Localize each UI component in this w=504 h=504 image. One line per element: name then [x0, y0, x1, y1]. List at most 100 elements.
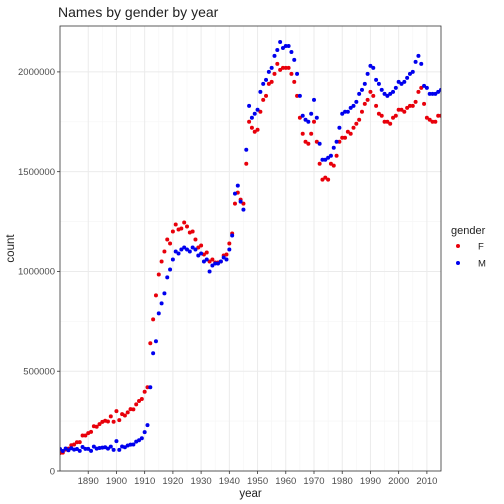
point-m — [323, 157, 328, 162]
point-f — [320, 177, 325, 182]
point-f — [314, 139, 319, 144]
point-f — [193, 237, 198, 242]
point-f — [153, 293, 158, 298]
point-m — [224, 257, 229, 262]
point-m — [241, 207, 246, 212]
point-f — [264, 93, 269, 98]
point-f — [399, 107, 404, 112]
point-f — [393, 113, 398, 118]
point-m — [193, 247, 198, 252]
point-f — [125, 410, 130, 415]
point-f — [365, 97, 370, 102]
axis-ticks: 1890 1900 1910 1920 1930 1940 1950 1960 1970 1980… — [18, 67, 437, 487]
point-m — [388, 91, 393, 96]
point-m — [396, 79, 401, 84]
point-m — [407, 71, 412, 76]
point-f — [382, 119, 387, 124]
point-f — [388, 121, 393, 126]
point-m — [142, 430, 147, 435]
point-f — [309, 131, 314, 136]
point-f — [436, 113, 441, 118]
point-m — [148, 385, 153, 390]
point-f — [323, 175, 328, 180]
point-f — [371, 93, 376, 98]
point-f — [159, 259, 164, 264]
point-m — [151, 351, 156, 356]
point-m — [337, 125, 342, 130]
point-m — [137, 438, 142, 443]
x-tick-label: 1990 — [360, 476, 381, 487]
point-f — [145, 385, 150, 390]
point-m — [114, 439, 119, 444]
point-m — [108, 444, 113, 449]
point-f — [422, 101, 427, 106]
point-m — [207, 269, 212, 274]
point-m — [340, 111, 345, 116]
point-f — [343, 135, 348, 140]
point-f — [405, 105, 410, 110]
point-m — [275, 47, 280, 52]
point-f — [275, 61, 280, 66]
point-m — [176, 251, 181, 256]
point-f — [165, 237, 170, 242]
y-tick-label: 500000 — [23, 367, 55, 378]
point-m — [91, 444, 96, 449]
point-m — [227, 247, 232, 252]
point-m — [66, 448, 71, 453]
point-m — [359, 87, 364, 92]
point-f — [306, 141, 311, 146]
point-m — [283, 43, 288, 48]
point-m — [303, 117, 308, 122]
point-f — [328, 161, 333, 166]
point-f — [337, 139, 342, 144]
point-m — [309, 111, 314, 116]
point-f — [407, 103, 412, 108]
point-f — [345, 129, 350, 134]
legend-key-f — [456, 244, 460, 248]
point-f — [391, 115, 396, 120]
y-axis-title: count — [5, 234, 17, 263]
point-m — [117, 447, 122, 452]
point-f — [272, 71, 277, 76]
point-m — [216, 261, 221, 266]
point-m — [314, 115, 319, 120]
point-f — [190, 229, 195, 234]
x-tick-label: 1890 — [78, 476, 99, 487]
point-f — [249, 125, 254, 130]
point-f — [232, 201, 237, 206]
point-m — [402, 79, 407, 84]
point-f — [185, 224, 189, 229]
y-tick-label: 1500000 — [18, 167, 55, 178]
point-f — [266, 81, 271, 86]
point-m — [156, 311, 161, 316]
data-points — [60, 39, 441, 456]
legend-title: gender — [451, 225, 486, 237]
point-m — [351, 103, 356, 108]
x-tick-label: 1920 — [162, 476, 183, 487]
point-f — [224, 252, 229, 257]
point-f — [111, 419, 116, 424]
point-m — [292, 57, 297, 62]
point-f — [410, 103, 415, 108]
point-f — [424, 115, 429, 120]
point-m — [286, 43, 291, 48]
point-f — [80, 433, 85, 438]
point-f — [148, 341, 153, 346]
point-m — [89, 448, 94, 453]
point-m — [77, 448, 82, 453]
point-m — [196, 253, 201, 258]
y-tick-label: 0 — [50, 466, 55, 477]
point-f — [139, 396, 144, 401]
point-m — [280, 45, 285, 50]
point-m — [168, 267, 173, 272]
point-f — [199, 243, 204, 248]
point-m — [201, 259, 206, 264]
point-m — [368, 63, 373, 68]
point-f — [117, 418, 122, 423]
point-m — [320, 157, 325, 162]
y-tick-label: 2000000 — [18, 67, 55, 78]
point-m — [269, 65, 274, 70]
point-m — [300, 113, 305, 118]
point-m — [385, 93, 390, 98]
point-f — [439, 113, 441, 118]
